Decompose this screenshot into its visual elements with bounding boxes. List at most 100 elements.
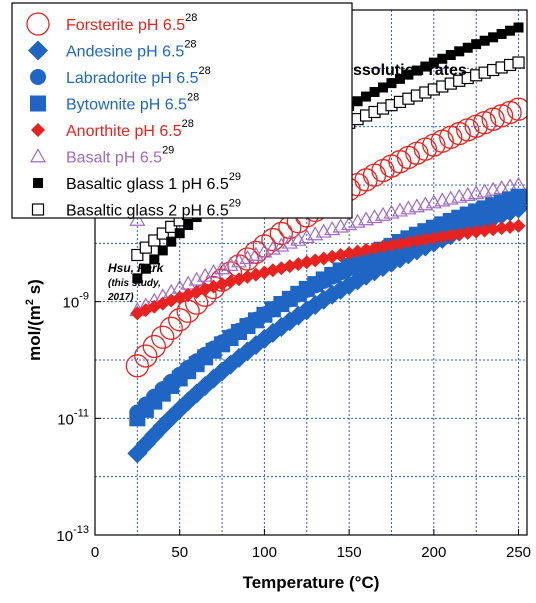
x-tick-label: 150 xyxy=(337,544,362,561)
data-point xyxy=(174,228,185,239)
data-point xyxy=(508,198,527,219)
legend-marker xyxy=(28,40,48,61)
data-point xyxy=(139,241,152,254)
data-point xyxy=(132,273,143,284)
legend-marker xyxy=(31,203,45,216)
legend-box xyxy=(11,2,353,219)
data-point xyxy=(469,224,484,239)
y-tick-label: 10-11 xyxy=(57,407,89,428)
data-point xyxy=(454,46,465,57)
legend-item: Bytownite pH 6.528 xyxy=(30,92,199,114)
y-axis-title: mol/(m2 s) xyxy=(24,279,44,361)
data-point xyxy=(362,163,387,187)
data-point xyxy=(378,82,388,93)
data-point xyxy=(324,221,341,236)
data-point xyxy=(308,253,323,268)
data-point xyxy=(142,334,166,359)
data-point xyxy=(396,145,421,170)
data-point xyxy=(496,28,507,39)
series-anorthite-ph-6-5 xyxy=(130,218,526,321)
data-point xyxy=(394,73,405,84)
data-point xyxy=(148,234,161,247)
data-point xyxy=(125,354,150,378)
data-point xyxy=(168,308,192,332)
data-point xyxy=(506,97,527,121)
data-point xyxy=(386,78,397,89)
data-point xyxy=(159,316,183,340)
data-point xyxy=(477,223,492,238)
data-point xyxy=(140,263,151,274)
legend-marker xyxy=(29,148,47,163)
data-point xyxy=(513,22,524,33)
data-point xyxy=(479,35,490,46)
x-axis-title: Temperature (°C) xyxy=(243,573,380,592)
data-point xyxy=(422,133,446,157)
data-point xyxy=(445,50,456,61)
legend-label: Basaltic glass 1 pH 6.529 xyxy=(66,171,241,193)
data-point xyxy=(371,158,395,183)
legend-item: Anorthite pH 6.528 xyxy=(31,118,194,140)
legend-marker xyxy=(31,123,45,137)
data-point xyxy=(166,236,177,247)
x-tick-label: 0 xyxy=(91,544,99,561)
y-tick-label: 10-13 xyxy=(56,524,89,545)
annotation-line: Hsu, Park xyxy=(108,261,165,275)
annotation-marker xyxy=(129,211,146,226)
x-tick-label: 200 xyxy=(421,544,446,561)
y-axis-title-main: mol/(m xyxy=(25,305,44,361)
legend-marker xyxy=(30,69,46,85)
data-point xyxy=(332,218,349,233)
x-tick-label: 50 xyxy=(171,544,188,561)
data-point xyxy=(494,221,509,236)
legend-label: Anorthite pH 6.528 xyxy=(66,118,194,140)
legend-label: Labradorite pH 6.528 xyxy=(66,65,211,87)
data-point xyxy=(428,57,439,68)
data-point xyxy=(435,229,450,244)
data-point xyxy=(486,222,501,237)
data-point xyxy=(157,245,168,256)
data-point xyxy=(505,25,516,36)
data-point xyxy=(512,56,525,69)
data-point xyxy=(315,223,332,238)
data-point xyxy=(361,91,372,102)
data-point xyxy=(443,228,458,243)
data-point xyxy=(392,236,407,251)
annotation-line: (this study, xyxy=(108,278,161,289)
data-point xyxy=(409,233,424,248)
y-axis-title-sup: 2 xyxy=(24,299,36,305)
data-point xyxy=(261,227,285,252)
data-point xyxy=(462,42,473,53)
data-point xyxy=(426,231,441,246)
data-point xyxy=(151,325,175,349)
x-tick-label: 250 xyxy=(506,544,531,561)
data-point xyxy=(401,235,416,250)
data-point xyxy=(388,150,412,174)
legend-label: Bytownite pH 6.528 xyxy=(66,92,199,114)
annotation-line: 2017) xyxy=(107,292,134,303)
data-point xyxy=(418,232,433,247)
data-point xyxy=(269,221,294,246)
data-point xyxy=(471,39,482,50)
legend-item: Forsterite pH 6.528 xyxy=(26,12,197,36)
data-point xyxy=(503,219,518,234)
x-axis: 0 50 100 150 200 250 xyxy=(91,529,531,561)
data-point xyxy=(403,69,414,80)
legend-label: Andesine pH 6.528 xyxy=(66,39,197,61)
x-tick-label: 100 xyxy=(252,544,277,561)
data-point xyxy=(488,32,499,43)
data-point xyxy=(131,248,144,262)
y-tick-label: 10-9 xyxy=(63,291,89,312)
data-point xyxy=(437,53,448,64)
legend-item: Andesine pH 6.528 xyxy=(28,39,197,61)
data-point xyxy=(156,227,169,240)
legend-item: Labradorite pH 6.528 xyxy=(30,65,211,87)
legend: Forsterite pH 6.528 Andesine pH 6.528 Labr… xyxy=(11,2,353,220)
data-point xyxy=(511,218,526,233)
legend-marker xyxy=(33,178,43,188)
data-point xyxy=(369,86,380,97)
legend-label: Basaltic glass 2 pH 6.529 xyxy=(66,198,241,220)
y-axis-title-tail: s) xyxy=(25,279,44,299)
legend-item: Basaltic glass 1 pH 6.529 xyxy=(33,171,241,193)
